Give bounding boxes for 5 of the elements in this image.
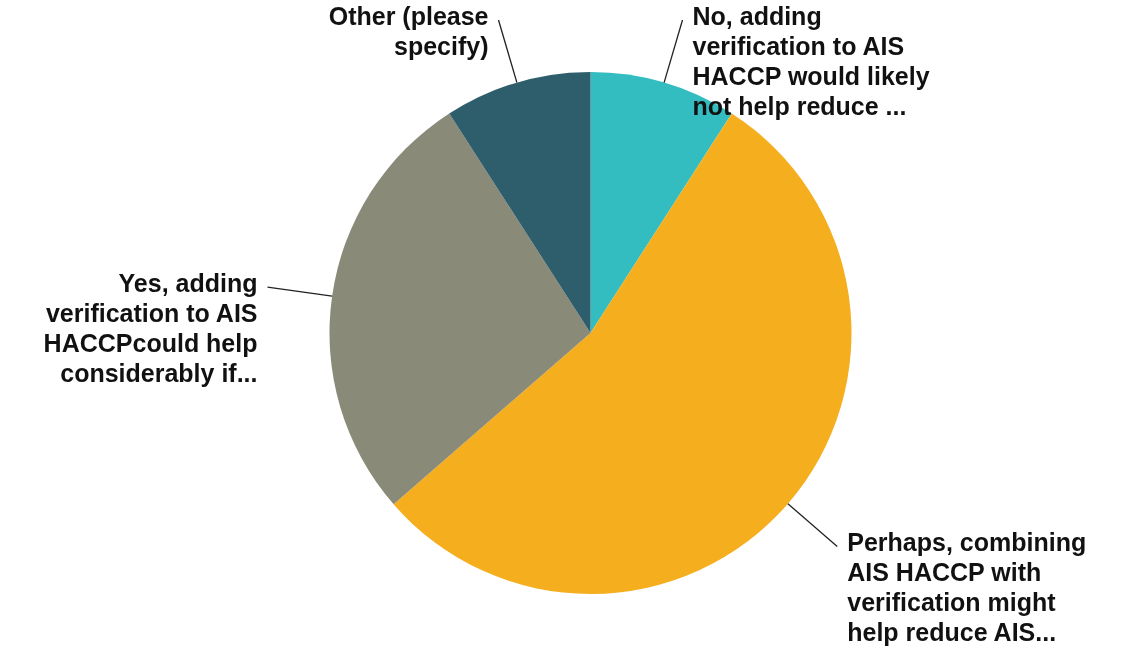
slice-label: Other (please specify) [328, 1, 489, 60]
slice-label: Perhaps, combining AIS HACCP with verification might help reduce AIS... [847, 528, 1087, 647]
pie-slice [449, 72, 591, 333]
slice-label: Yes, adding verification to AIS HACCPcould help considerably if... [43, 269, 258, 388]
pie-slice [329, 113, 591, 505]
